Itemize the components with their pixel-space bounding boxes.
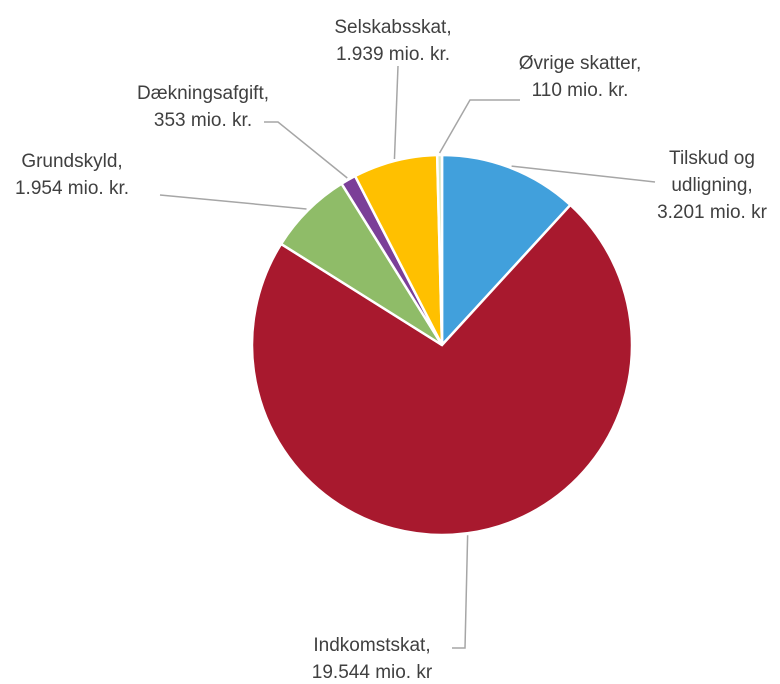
label-value: 1.939 mio. kr. bbox=[335, 44, 451, 65]
label-value: 1.954 mio. kr. bbox=[14, 178, 130, 199]
label-name: Tilskud og udligning, bbox=[669, 148, 755, 196]
data-label: Tilskud og udligning, 3.201 mio. kr bbox=[647, 145, 777, 226]
data-label: Dækningsafgift, 353 mio. kr. bbox=[137, 80, 269, 134]
leader-line bbox=[452, 535, 469, 649]
leader-line bbox=[438, 99, 520, 154]
data-label: Grundskyld, 1.954 mio. kr. bbox=[15, 148, 129, 202]
label-name: Øvrige skatter, bbox=[518, 53, 642, 74]
data-label: Selskabsskat, 1.939 mio. kr. bbox=[334, 14, 451, 68]
label-value: 19.544 mio. kr bbox=[311, 662, 433, 683]
label-value: 110 mio. kr. bbox=[531, 80, 629, 101]
label-value: 353 mio. kr. bbox=[153, 110, 253, 131]
leader-line bbox=[393, 65, 399, 160]
label-name: Grundskyld, bbox=[21, 151, 123, 172]
data-label: Øvrige skatter, 110 mio. kr. bbox=[519, 50, 642, 104]
pie-slice bbox=[250, 203, 634, 537]
pie-slice bbox=[440, 153, 573, 349]
leader-line bbox=[159, 194, 307, 210]
data-label: Indkomstskat, 19.544 mio. kr bbox=[312, 632, 432, 684]
pie-slice bbox=[435, 153, 444, 346]
label-value: 3.201 mio. kr bbox=[657, 202, 767, 223]
label-name: Dækningsafgift, bbox=[136, 83, 270, 104]
leader-line bbox=[511, 165, 656, 183]
label-name: Indkomstskat, bbox=[313, 635, 431, 656]
label-name: Selskabsskat, bbox=[334, 17, 452, 38]
leader-line bbox=[264, 121, 348, 179]
